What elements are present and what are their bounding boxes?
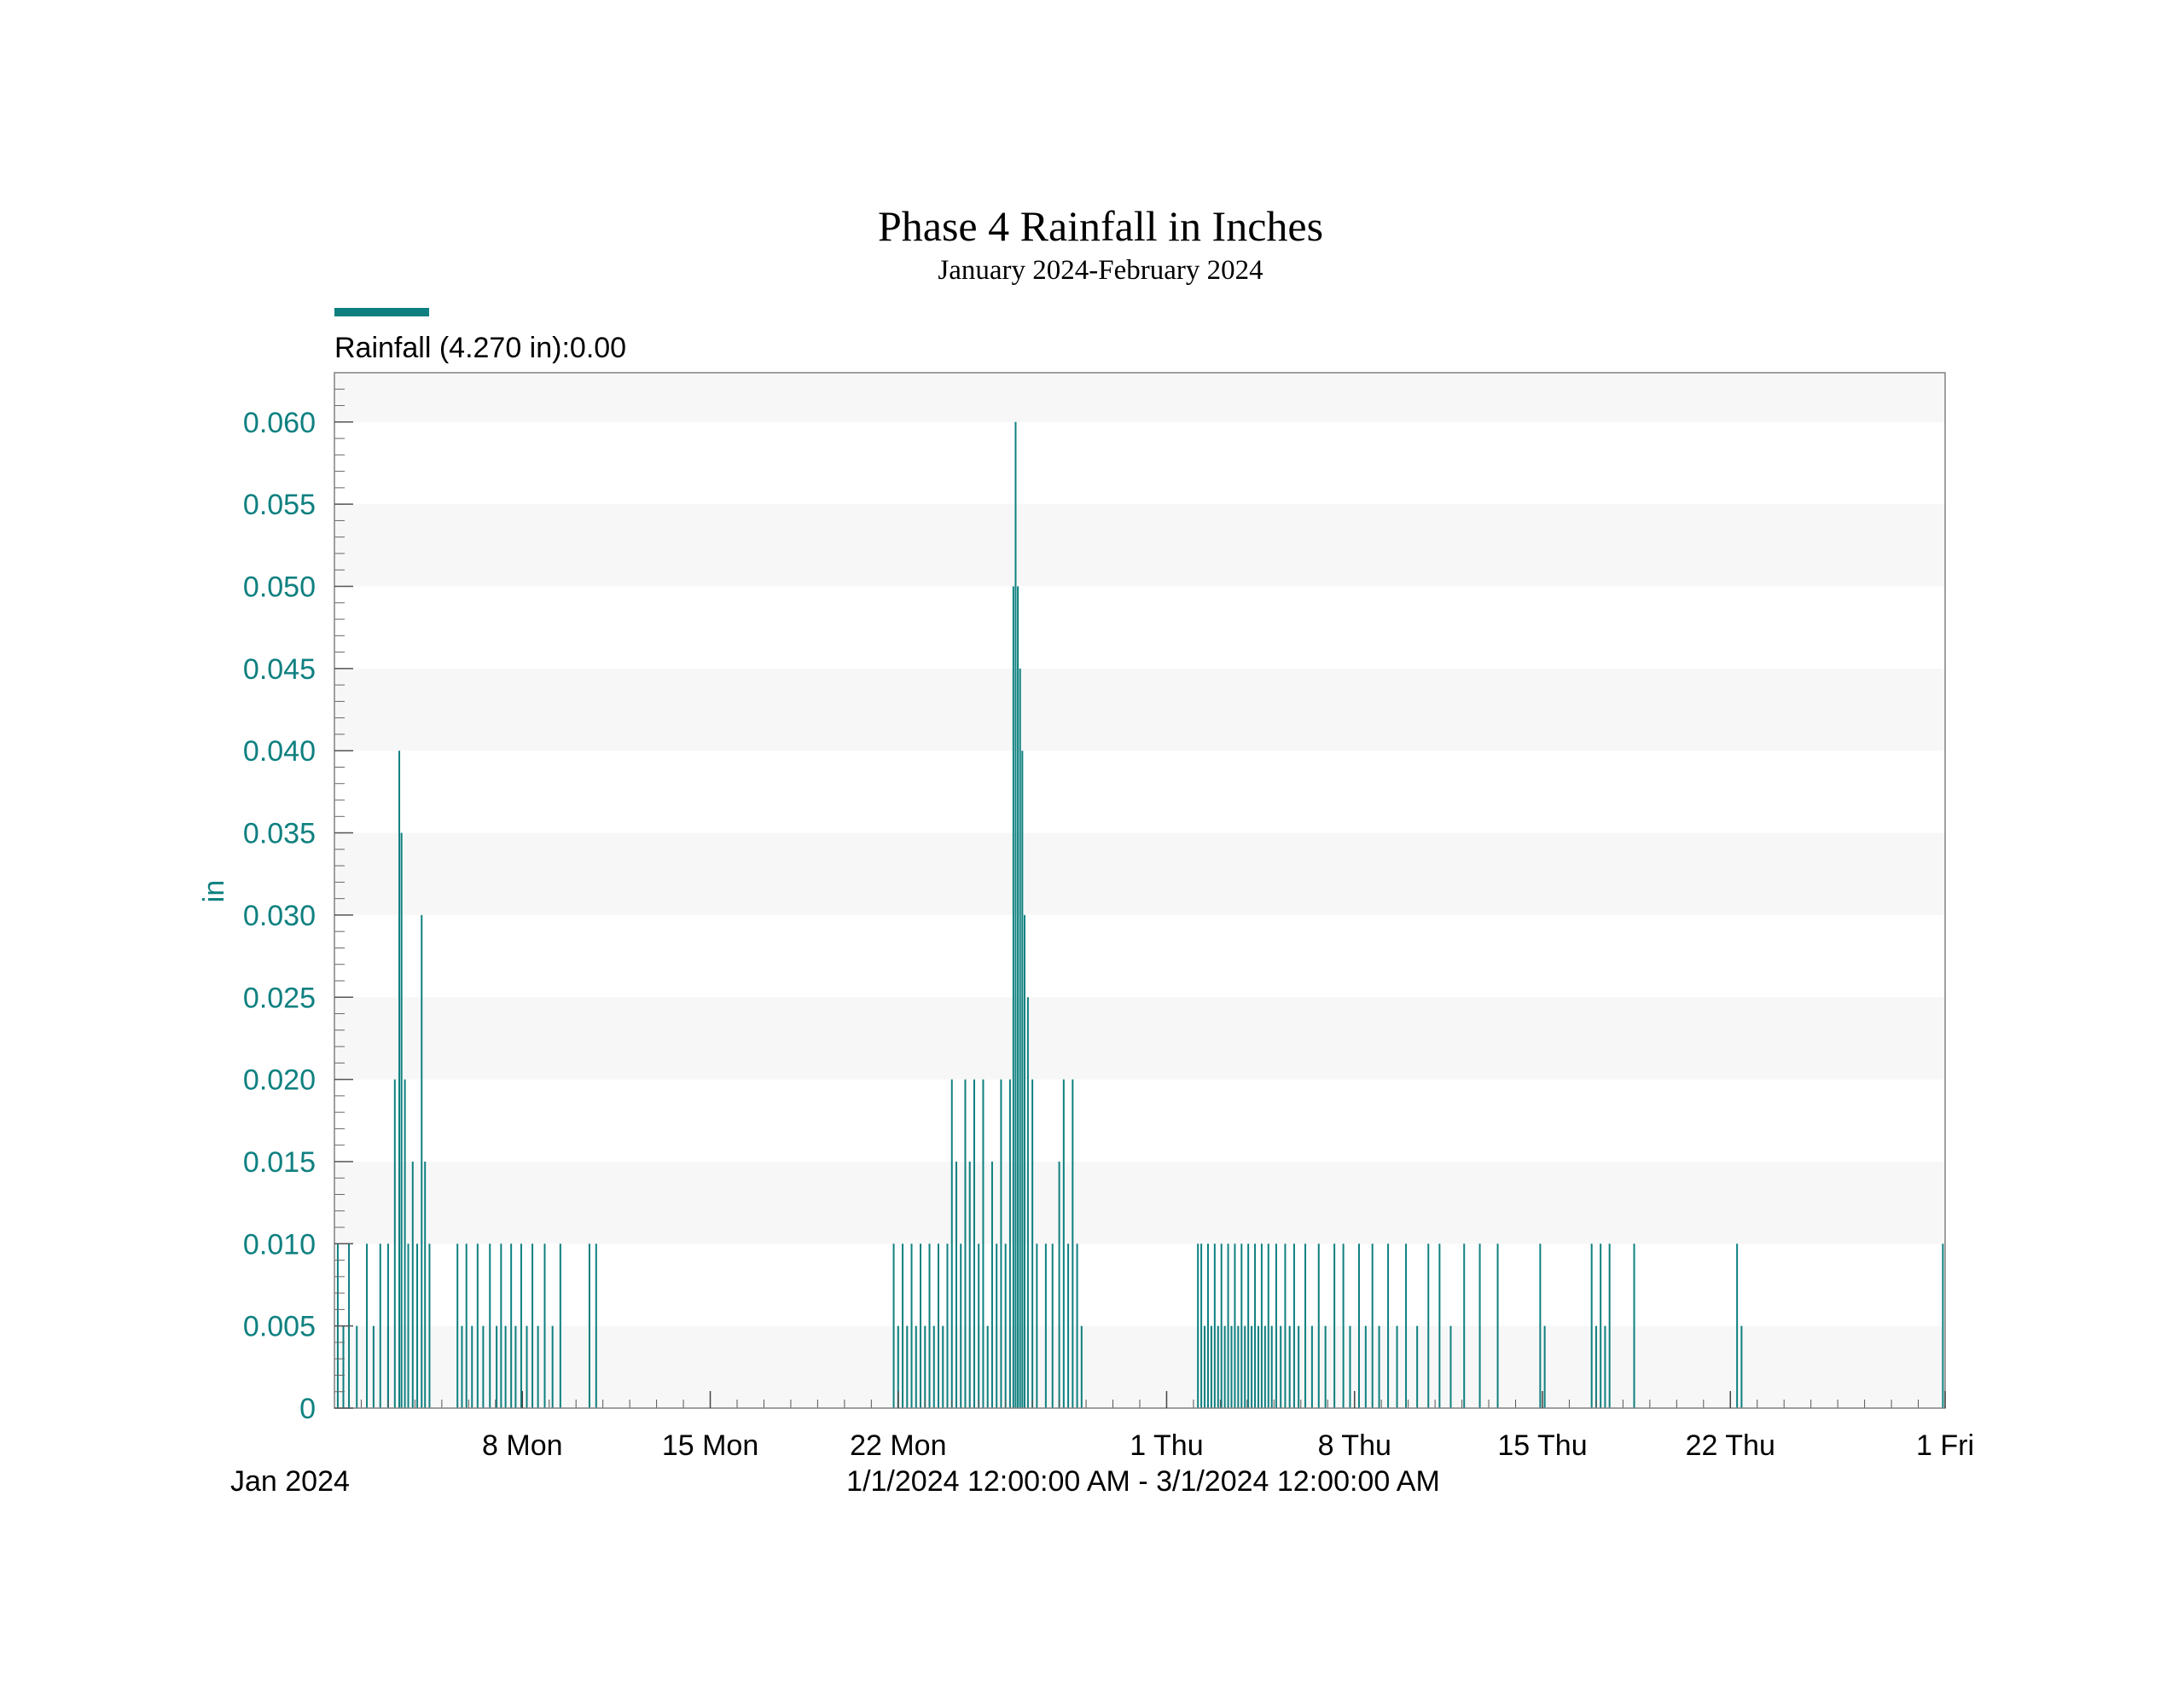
y-axis-ticks: 0 0.005 0.010 0.015 0.020 0.025 0.030 0.035 0.04… [243, 407, 353, 1425]
y-tick-label: 0.030 [243, 900, 316, 932]
x-axis-range-caption: 1/1/2024 12:00:00 AM - 3/1/2024 12:00:00… [846, 1465, 1440, 1498]
grid-band [334, 373, 1945, 422]
y-tick-label: 0.060 [243, 407, 316, 439]
grid-band [334, 832, 1945, 915]
legend-label: Rainfall (4.270 in):0.00 [334, 332, 626, 364]
grid-band [334, 668, 1945, 751]
grid-bands [334, 373, 1945, 1408]
grid-band [334, 1161, 1945, 1244]
grid-band [334, 997, 1945, 1080]
x-tick-label: 15 Mon [662, 1429, 758, 1462]
x-tick-label: 8 Thu [1318, 1429, 1391, 1462]
x-tick-label: 8 Mon [482, 1429, 563, 1462]
x-tick-label: 22 Thu [1686, 1429, 1775, 1462]
y-tick-label: 0.055 [243, 489, 316, 521]
y-tick-label: 0.045 [243, 653, 316, 686]
x-tick-label: 1 Fri [1916, 1429, 1974, 1462]
y-tick-label: 0.005 [243, 1311, 316, 1343]
x-tick-label: 15 Thu [1497, 1429, 1587, 1462]
chart-subtitle: January 2024-February 2024 [938, 255, 1263, 286]
y-tick-label: 0.025 [243, 982, 316, 1014]
x-minor-ticks [334, 1400, 1946, 1408]
y-tick-label: 0.035 [243, 818, 316, 850]
y-tick-label: 0.010 [243, 1228, 316, 1261]
y-tick-label: 0 [299, 1393, 316, 1425]
legend-swatch [334, 308, 429, 316]
chart-title: Phase 4 Rainfall in Inches [878, 202, 1323, 250]
grid-band [334, 1325, 1945, 1408]
rainfall-bars [336, 421, 1944, 1408]
x-tick-label: 22 Mon [850, 1429, 946, 1462]
plot-frame [334, 372, 1946, 1409]
y-axis-label: in [198, 880, 230, 902]
y-tick-label: 0.015 [243, 1146, 316, 1179]
x-tick-label: 1 Thu [1130, 1429, 1203, 1462]
y-tick-label: 0.040 [243, 735, 316, 768]
x-axis-ticks: 8 Mon 15 Mon 22 Mon 1 Thu 8 Thu 15 Thu 22 Thu 1… [482, 1391, 1974, 1462]
grid-band [334, 504, 1945, 587]
y-tick-label: 0.050 [243, 571, 316, 604]
y-tick-label: 0.020 [243, 1064, 316, 1097]
x-axis-start-label: Jan 2024 [230, 1465, 350, 1498]
